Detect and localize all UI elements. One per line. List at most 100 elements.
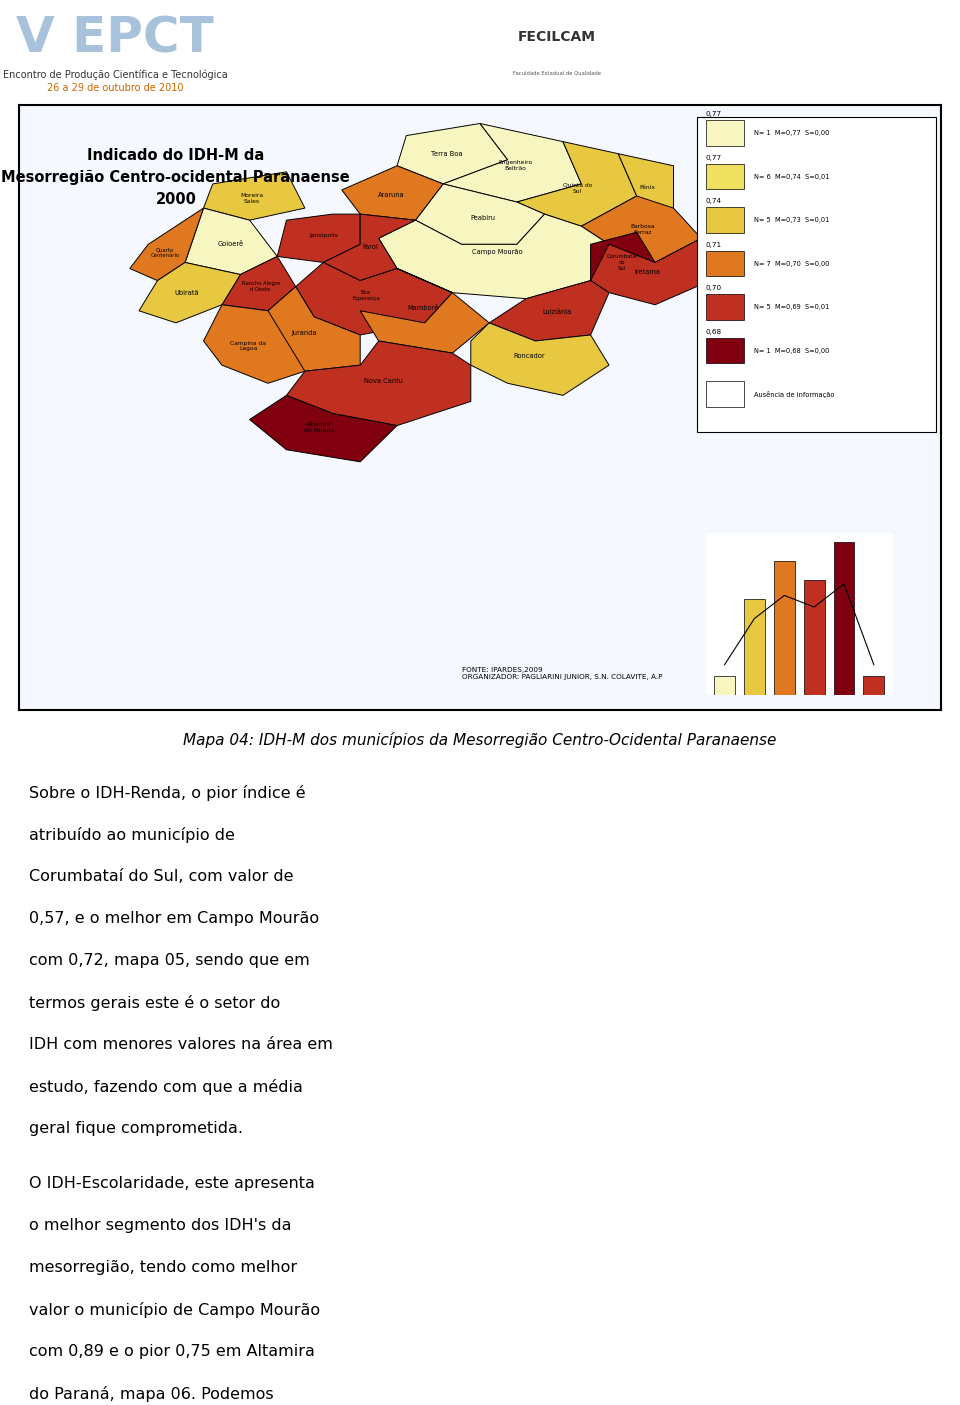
Polygon shape bbox=[582, 195, 701, 263]
Text: 26 a 29 de outubro de 2010: 26 a 29 de outubro de 2010 bbox=[47, 83, 183, 93]
Text: N= 6  M=0,74  S=0,01: N= 6 M=0,74 S=0,01 bbox=[754, 174, 829, 180]
Polygon shape bbox=[490, 281, 609, 341]
Polygon shape bbox=[222, 256, 296, 311]
Text: Roncador: Roncador bbox=[514, 353, 545, 360]
Text: termos gerais este é o setor do: termos gerais este é o setor do bbox=[29, 995, 280, 1012]
Polygon shape bbox=[416, 184, 544, 244]
Text: Mapa 04: IDH-M dos municípios da Mesorregião Centro-Ocidental Paranaense: Mapa 04: IDH-M dos municípios da Mesorre… bbox=[183, 732, 777, 747]
Text: Engenheiro
Beltrão: Engenheiro Beltrão bbox=[498, 160, 533, 171]
Polygon shape bbox=[590, 239, 710, 305]
Polygon shape bbox=[516, 142, 636, 226]
Text: Goioerê: Goioerê bbox=[218, 242, 244, 247]
Bar bbox=[804, 580, 825, 695]
Text: atribuído ao município de: atribuído ao município de bbox=[29, 828, 234, 843]
Text: estudo, fazendo com que a média: estudo, fazendo com que a média bbox=[29, 1079, 302, 1096]
Text: FONTE: IPARDES,2009
ORGANIZADOR: PAGLIARINI JUNIOR, S.N. COLAVITE, A.P: FONTE: IPARDES,2009 ORGANIZADOR: PAGLIAR… bbox=[462, 667, 662, 680]
Text: Moreira
Sales: Moreira Sales bbox=[240, 192, 263, 204]
Bar bbox=[714, 676, 735, 695]
Polygon shape bbox=[378, 214, 609, 299]
Text: valor o município de Campo Mourão: valor o município de Campo Mourão bbox=[29, 1302, 320, 1318]
Text: Terra Boa: Terra Boa bbox=[431, 150, 463, 157]
Polygon shape bbox=[470, 323, 609, 395]
Text: N= 7  M=0,70  S=0,00: N= 7 M=0,70 S=0,00 bbox=[754, 261, 829, 267]
Text: Altamira
do Paraná: Altamira do Paraná bbox=[303, 422, 334, 433]
Text: 0,77: 0,77 bbox=[706, 155, 722, 162]
Text: Encontro de Produção Científica e Tecnológica: Encontro de Produção Científica e Tecnol… bbox=[3, 69, 228, 80]
Text: Quinta do
Sol: Quinta do Sol bbox=[563, 183, 592, 194]
Text: Quarto
Centenário: Quarto Centenário bbox=[151, 247, 180, 259]
Polygon shape bbox=[204, 305, 305, 384]
Polygon shape bbox=[259, 287, 360, 371]
Polygon shape bbox=[618, 153, 674, 214]
Bar bbox=[863, 676, 884, 695]
Polygon shape bbox=[397, 124, 508, 184]
Text: Fênix: Fênix bbox=[639, 185, 656, 190]
Text: Iretama: Iretama bbox=[635, 268, 660, 275]
Text: V EPCT: V EPCT bbox=[16, 14, 214, 62]
Bar bbox=[706, 208, 745, 233]
Text: Nova Cantu: Nova Cantu bbox=[364, 378, 403, 385]
Text: 0,57, e o melhor em Campo Mourão: 0,57, e o melhor em Campo Mourão bbox=[29, 912, 319, 926]
Text: Barbosa
Ferraz: Barbosa Ferraz bbox=[631, 223, 655, 235]
Text: Peabiru: Peabiru bbox=[470, 215, 495, 221]
Text: Araruna: Araruna bbox=[378, 192, 405, 198]
Polygon shape bbox=[277, 214, 360, 263]
Bar bbox=[706, 121, 745, 146]
Text: Corumbataí do Sul, com valor de: Corumbataí do Sul, com valor de bbox=[29, 870, 294, 884]
Polygon shape bbox=[296, 263, 452, 334]
Text: Campo Mourão: Campo Mourão bbox=[472, 249, 523, 256]
Text: N= 1  M=0,77  S=0,00: N= 1 M=0,77 S=0,00 bbox=[754, 131, 829, 136]
Bar bbox=[706, 339, 745, 364]
Text: O IDH-Escolaridade, este apresenta: O IDH-Escolaridade, este apresenta bbox=[29, 1176, 315, 1191]
Polygon shape bbox=[250, 395, 397, 462]
Text: Corumbataí
do
Sul: Corumbataí do Sul bbox=[607, 254, 637, 271]
Polygon shape bbox=[130, 208, 204, 281]
Bar bbox=[706, 382, 745, 407]
Text: 0,70: 0,70 bbox=[706, 285, 722, 291]
Text: 0,68: 0,68 bbox=[706, 329, 722, 334]
Text: 0,71: 0,71 bbox=[706, 242, 722, 247]
Polygon shape bbox=[324, 214, 416, 281]
Text: Núcleo de Pesquisa Multidisciplinar: Núcleo de Pesquisa Multidisciplinar bbox=[381, 70, 473, 76]
Text: FECILCAM: FECILCAM bbox=[517, 30, 596, 44]
Text: Rancho Alegre
d Oeste: Rancho Alegre d Oeste bbox=[242, 281, 279, 292]
Text: N= 1  M=0,68  S=0,00: N= 1 M=0,68 S=0,00 bbox=[754, 347, 829, 354]
Text: com 0,72, mapa 05, sendo que em: com 0,72, mapa 05, sendo que em bbox=[29, 953, 309, 968]
Text: NUPEM: NUPEM bbox=[399, 30, 455, 44]
Text: Boa
Esperança: Boa Esperança bbox=[352, 291, 380, 301]
Text: Faculdade Estadual de Qualidade: Faculdade Estadual de Qualidade bbox=[513, 70, 601, 76]
Bar bbox=[706, 164, 745, 190]
Text: Ubiratã: Ubiratã bbox=[175, 289, 199, 295]
Polygon shape bbox=[360, 268, 490, 353]
Text: o melhor segmento dos IDH's da: o melhor segmento dos IDH's da bbox=[29, 1218, 291, 1234]
Polygon shape bbox=[444, 124, 582, 202]
Text: Campina da
Lagoa: Campina da Lagoa bbox=[230, 340, 266, 351]
Text: 0,74: 0,74 bbox=[706, 198, 722, 205]
Bar bbox=[706, 251, 745, 277]
Text: 0,77: 0,77 bbox=[706, 111, 722, 118]
Polygon shape bbox=[286, 341, 470, 426]
Text: mesorregião, tendo como melhor: mesorregião, tendo como melhor bbox=[29, 1260, 297, 1276]
Text: com 0,89 e o pior 0,75 em Altamira: com 0,89 e o pior 0,75 em Altamira bbox=[29, 1345, 315, 1359]
Text: do Paraná, mapa 06. Podemos: do Paraná, mapa 06. Podemos bbox=[29, 1387, 274, 1402]
Polygon shape bbox=[185, 208, 277, 274]
Text: IDH com menores valores na área em: IDH com menores valores na área em bbox=[29, 1037, 333, 1052]
Text: Janiópolis: Janiópolis bbox=[309, 232, 338, 237]
Text: Indicado do IDH-M da
Mesorregião Centro-ocidental Paranaense
2000: Indicado do IDH-M da Mesorregião Centro-… bbox=[2, 148, 350, 207]
Text: geral fique comprometida.: geral fique comprometida. bbox=[29, 1121, 243, 1137]
Text: Sobre o IDH-Renda, o pior índice é: Sobre o IDH-Renda, o pior índice é bbox=[29, 785, 305, 801]
Bar bbox=[706, 295, 745, 320]
Polygon shape bbox=[139, 263, 240, 323]
Text: Juranda: Juranda bbox=[291, 330, 317, 336]
Text: N= 5  M=0,69  S=0,01: N= 5 M=0,69 S=0,01 bbox=[754, 303, 829, 311]
Text: Luiziânia: Luiziânia bbox=[542, 309, 571, 315]
Bar bbox=[833, 541, 854, 695]
Bar bbox=[774, 561, 795, 695]
Bar bbox=[744, 600, 765, 695]
Text: Ausência de informação: Ausência de informação bbox=[754, 391, 834, 398]
FancyBboxPatch shape bbox=[697, 118, 936, 431]
Text: Mamborê: Mamborê bbox=[407, 305, 439, 311]
Polygon shape bbox=[342, 166, 444, 221]
Text: Farol: Farol bbox=[363, 244, 378, 250]
Polygon shape bbox=[204, 171, 305, 221]
